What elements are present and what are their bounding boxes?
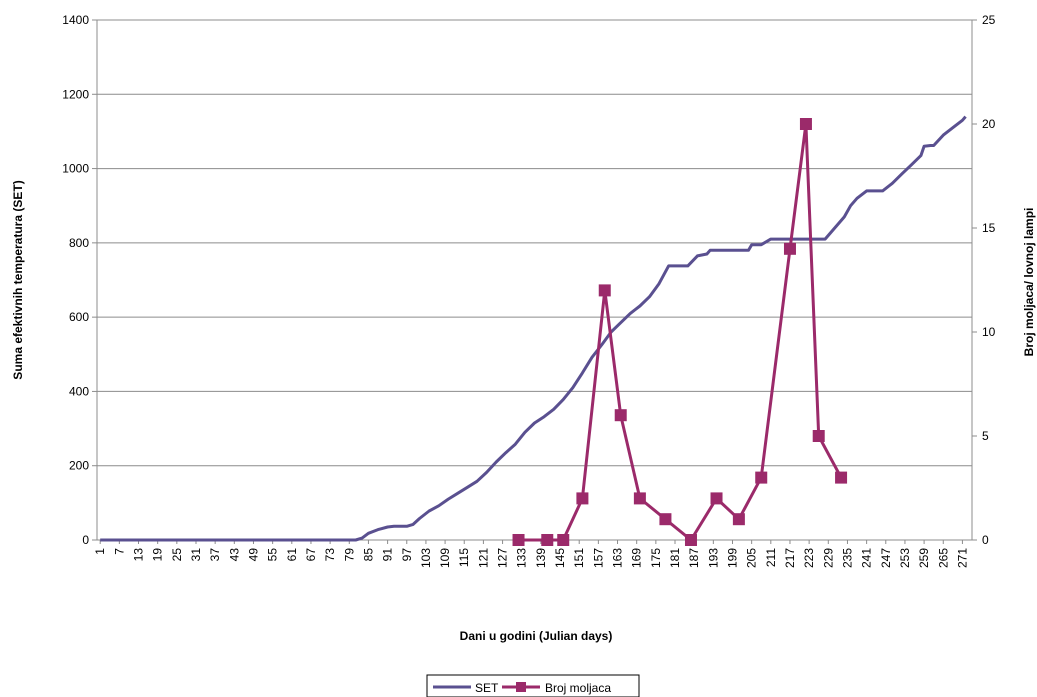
y-tick-label: 1400 bbox=[62, 13, 89, 27]
x-tick-label: 229 bbox=[821, 548, 835, 568]
moth-data-point bbox=[614, 409, 627, 422]
moth-data-point bbox=[512, 534, 525, 546]
x-tick-label: 247 bbox=[879, 548, 893, 568]
gridlines bbox=[97, 19, 972, 467]
x-tick-label: 121 bbox=[476, 548, 490, 568]
x-tick-label: 199 bbox=[725, 548, 739, 568]
moth-data-point bbox=[557, 534, 570, 546]
x-tick-label: 91 bbox=[381, 548, 395, 562]
x-axis-title: Dani u godini (Julian days) bbox=[460, 629, 613, 643]
x-tick-label: 109 bbox=[438, 548, 452, 568]
x-tick-label: 49 bbox=[246, 548, 260, 562]
x-tick-label: 79 bbox=[342, 548, 356, 562]
x-tick-label: 205 bbox=[745, 548, 759, 568]
legend-moth-marker bbox=[516, 682, 526, 692]
x-tick-label: 211 bbox=[764, 548, 778, 567]
x-tick-label: 175 bbox=[649, 548, 663, 568]
y-axis-title: Suma efektivnih temperatura (SET) bbox=[11, 180, 25, 379]
x-tick-label: 115 bbox=[457, 548, 471, 567]
x-tick-label: 253 bbox=[898, 548, 912, 568]
y2-axis-title: Broj moljaca/ lovnoj lampi bbox=[1022, 208, 1036, 357]
x-tick-label: 61 bbox=[285, 548, 299, 562]
x-tick-label: 217 bbox=[783, 548, 797, 568]
x-tick-label: 85 bbox=[361, 548, 375, 562]
moth-series-line bbox=[518, 122, 843, 542]
moth-data-point bbox=[812, 430, 825, 442]
x-tick-label: 193 bbox=[706, 548, 720, 568]
y-tick-label: 600 bbox=[69, 310, 89, 324]
x-tick-label: 157 bbox=[591, 548, 605, 568]
y-tick-label: 200 bbox=[69, 459, 89, 473]
moth-data-point bbox=[598, 284, 611, 297]
moth-data-point bbox=[710, 492, 723, 505]
x-tick-label: 265 bbox=[936, 548, 950, 568]
x-tick-label: 31 bbox=[189, 548, 203, 562]
x-tick-labels: 1 7 13 19 25 31 37 43 49 55 61 67 73 79 85 91 97 103 109 11… bbox=[93, 548, 969, 568]
x-tick-label: 43 bbox=[227, 548, 241, 562]
y2-tick-label: 0 bbox=[982, 533, 989, 547]
set-series-line bbox=[100, 115, 967, 542]
x-tick-label: 13 bbox=[132, 548, 146, 562]
x-tick-label: 7 bbox=[112, 548, 126, 555]
x-tick-label: 127 bbox=[496, 548, 510, 568]
x-tick-label: 1 bbox=[93, 548, 107, 555]
y2-tick-label: 5 bbox=[982, 429, 989, 443]
moth-data-point bbox=[576, 492, 589, 505]
y2-tick-label: 10 bbox=[982, 325, 996, 339]
x-tick-label: 67 bbox=[304, 548, 318, 562]
x-tick-label: 241 bbox=[860, 548, 874, 568]
y-tick-label: 800 bbox=[69, 236, 89, 250]
x-tick-label: 163 bbox=[611, 548, 625, 568]
x-tick-label: 133 bbox=[515, 548, 529, 568]
x-tick-label: 25 bbox=[170, 548, 184, 562]
x-tick-label: 73 bbox=[323, 548, 337, 562]
x-tick-label: 151 bbox=[572, 548, 586, 568]
x-tick-label: 55 bbox=[266, 548, 280, 562]
moth-data-point bbox=[659, 513, 672, 526]
y-tick-labels: 0 200 400 600 800 1000 1200 1400 bbox=[62, 13, 89, 547]
legend: SET Broj moljaca bbox=[426, 674, 640, 697]
x-tick-label: 145 bbox=[553, 548, 567, 568]
y2-tick-label: 25 bbox=[982, 13, 996, 27]
x-tick-label: 103 bbox=[419, 548, 433, 568]
y-tick-label: 0 bbox=[82, 533, 89, 547]
legend-moth-label: Broj moljaca bbox=[545, 681, 611, 695]
moth-data-point bbox=[755, 471, 768, 484]
legend-set-label: SET bbox=[475, 681, 499, 695]
x-tick-label: 271 bbox=[955, 548, 969, 568]
y2-tick-label: 15 bbox=[982, 221, 996, 235]
x-tick-label: 259 bbox=[917, 548, 931, 568]
x-tick-label: 235 bbox=[840, 548, 854, 568]
series-group bbox=[100, 115, 967, 546]
moth-data-point bbox=[541, 534, 554, 546]
x-tick-label: 169 bbox=[630, 548, 644, 568]
x-tick-label: 37 bbox=[208, 548, 222, 562]
moth-data-point bbox=[633, 492, 646, 505]
y-tick-label: 1000 bbox=[62, 162, 89, 176]
moth-data-point bbox=[684, 534, 697, 546]
moth-data-point bbox=[799, 118, 812, 130]
y-tick-label: 1200 bbox=[62, 87, 89, 101]
y2-tick-label: 20 bbox=[982, 117, 996, 131]
moth-data-point bbox=[835, 471, 848, 484]
x-tick-label: 97 bbox=[400, 548, 414, 562]
x-tick-label: 139 bbox=[534, 548, 548, 568]
x-tick-label: 19 bbox=[151, 548, 165, 562]
x-tick-label: 223 bbox=[802, 548, 816, 568]
x-tick-label: 187 bbox=[687, 548, 701, 568]
y-tick-label: 400 bbox=[69, 384, 89, 398]
moth-data-point bbox=[732, 513, 745, 526]
moth-data-point bbox=[783, 242, 796, 255]
x-tick-label: 181 bbox=[668, 548, 682, 568]
y2-tick-labels: 0 5 10 15 20 25 bbox=[982, 13, 996, 547]
